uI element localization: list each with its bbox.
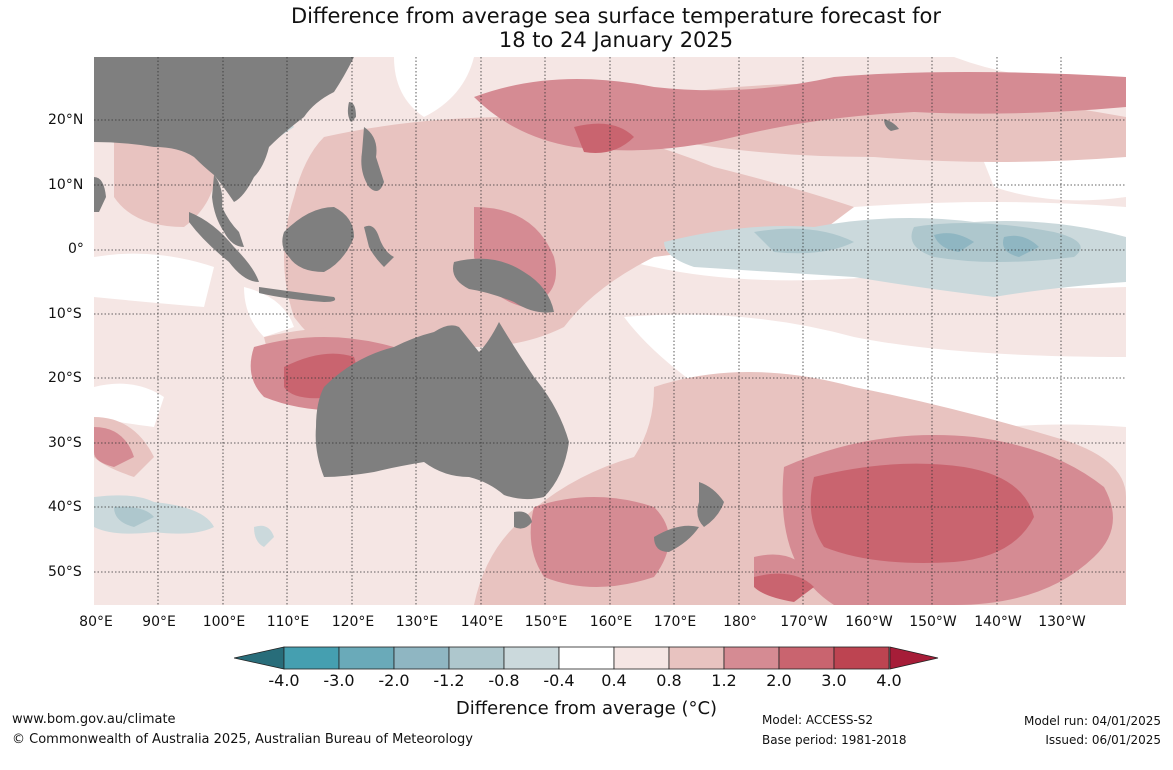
lon-label-170w: 170°W bbox=[780, 614, 828, 630]
lon-label-100e: 100°E bbox=[202, 614, 246, 630]
colorbar-bin bbox=[723, 646, 780, 670]
lon-label-130e: 130°E bbox=[395, 614, 439, 630]
colorbar-tick-4: -1.2 bbox=[433, 671, 465, 690]
colorbar-tick-12: 4.0 bbox=[876, 671, 902, 690]
lon-label-150e: 150°E bbox=[524, 614, 568, 630]
colorbar-tick-3: -2.0 bbox=[378, 671, 410, 690]
lon-label-130w: 130°W bbox=[1038, 614, 1086, 630]
colorbar-tick-10: 2.0 bbox=[766, 671, 792, 690]
footer-model: Model: ACCESS-S2 bbox=[762, 713, 874, 727]
colorbar-bin bbox=[448, 646, 505, 670]
lat-label-40s: 40°S bbox=[48, 499, 82, 515]
footer-issued: Issued: 06/01/2025 bbox=[1045, 733, 1161, 747]
colorbar-tick-1: -4.0 bbox=[268, 671, 300, 690]
lon-label-110e: 110°E bbox=[266, 614, 310, 630]
lat-label-0: 0° bbox=[68, 241, 84, 257]
colorbar-bin bbox=[558, 646, 615, 670]
lon-label-80e: 80°E bbox=[79, 614, 113, 630]
graticule bbox=[94, 57, 1126, 605]
colorbar bbox=[233, 646, 940, 676]
colorbar-bin bbox=[668, 646, 725, 670]
lat-label-10s: 10°S bbox=[48, 306, 82, 322]
colorbar-bin bbox=[778, 646, 835, 670]
lat-label-10n: 10°N bbox=[48, 177, 84, 193]
colorbar-bin bbox=[833, 646, 890, 670]
lat-label-20s: 20°S bbox=[48, 370, 82, 386]
colorbar-tick-11: 3.0 bbox=[821, 671, 847, 690]
lat-label-20n: 20°N bbox=[48, 112, 84, 128]
colorbar-bin bbox=[503, 646, 560, 670]
colorbar-tick-9: 1.2 bbox=[711, 671, 737, 690]
colorbar-extend-low bbox=[233, 646, 285, 670]
colorbar-bin bbox=[338, 646, 395, 670]
colorbar-extend-high bbox=[889, 646, 939, 670]
cool-anomaly-moderate bbox=[114, 223, 1081, 527]
lat-label-50s: 50°S bbox=[48, 564, 82, 580]
colorbar-tick-6: -0.4 bbox=[543, 671, 575, 690]
colorbar-bins bbox=[283, 646, 890, 670]
colorbar-bin bbox=[613, 646, 670, 670]
lat-label-30s: 30°S bbox=[48, 435, 82, 451]
colorbar-bin bbox=[283, 646, 340, 670]
cool-anomaly-strong bbox=[934, 233, 1039, 257]
sst-anomaly-map bbox=[94, 57, 1126, 605]
lon-label-150w: 150°W bbox=[909, 614, 957, 630]
lon-label-140w: 140°W bbox=[974, 614, 1022, 630]
lon-label-180: 180° bbox=[723, 614, 757, 630]
lon-label-160w: 160°W bbox=[845, 614, 893, 630]
colorbar-tick-7: 0.4 bbox=[601, 671, 627, 690]
land-masses bbox=[94, 57, 899, 552]
title-line-1: Difference from average sea surface temp… bbox=[291, 4, 941, 28]
map-title: Difference from average sea surface temp… bbox=[0, 4, 1173, 52]
colorbar-bin bbox=[393, 646, 450, 670]
title-line-2: 18 to 24 January 2025 bbox=[498, 28, 734, 52]
colorbar-tick-8: 0.8 bbox=[656, 671, 682, 690]
colorbar-tick-2: -3.0 bbox=[323, 671, 355, 690]
colorbar-tick-5: -0.8 bbox=[488, 671, 520, 690]
footer-copyright: © Commonwealth of Australia 2025, Austra… bbox=[12, 732, 473, 747]
lon-label-160e: 160°E bbox=[589, 614, 633, 630]
footer-base-period: Base period: 1981-2018 bbox=[762, 733, 907, 747]
lon-label-90e: 90°E bbox=[142, 614, 176, 630]
lon-label-120e: 120°E bbox=[331, 614, 375, 630]
colorbar-label: Difference from average (°C) bbox=[455, 698, 718, 719]
footer-url: www.bom.gov.au/climate bbox=[12, 712, 176, 727]
lon-label-140e: 140°E bbox=[460, 614, 504, 630]
footer-model-run: Model run: 04/01/2025 bbox=[1023, 714, 1161, 728]
lon-label-170e: 170°E bbox=[653, 614, 697, 630]
